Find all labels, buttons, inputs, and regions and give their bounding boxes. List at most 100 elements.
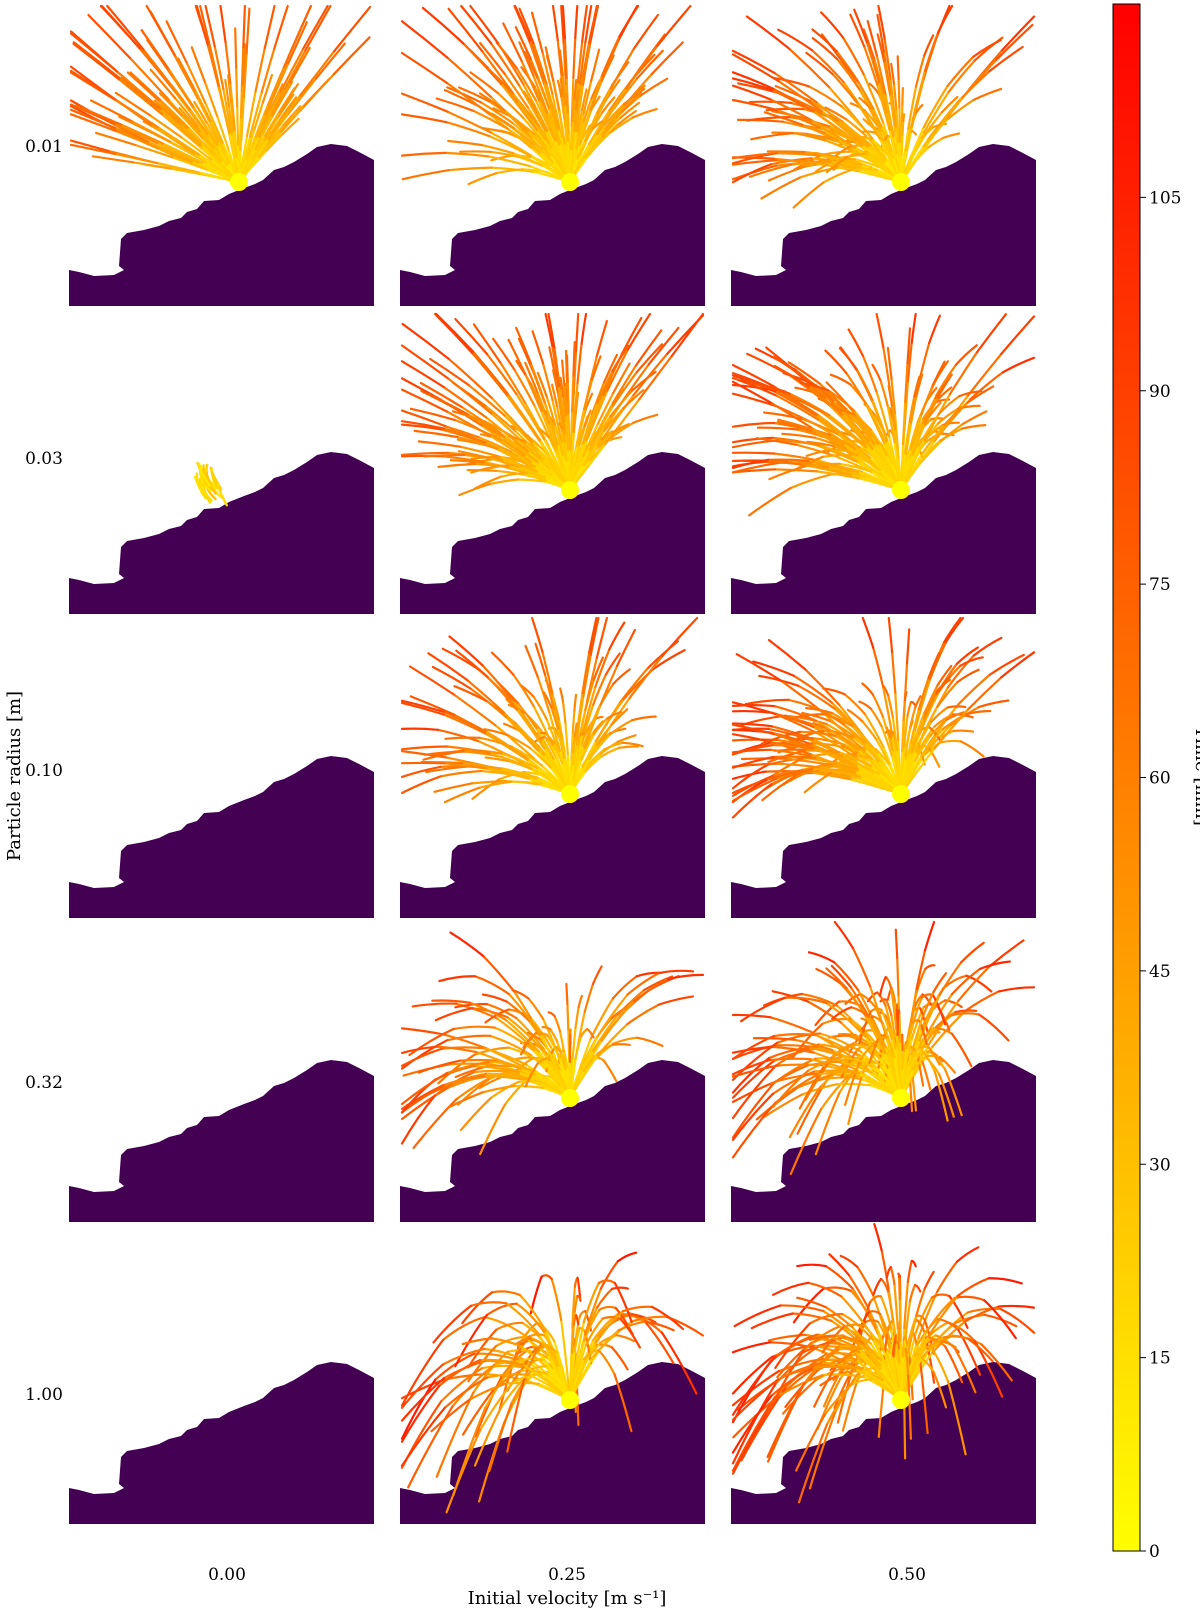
trajectory (955, 646, 979, 665)
trajectory (909, 395, 918, 424)
trajectory (811, 1365, 857, 1371)
trajectory (267, 94, 302, 141)
trajectory (580, 703, 595, 746)
trajectory (770, 768, 814, 786)
trajectory (652, 649, 686, 671)
trajectory (731, 701, 777, 716)
trajectory (612, 362, 631, 394)
trajectory (917, 1045, 931, 1049)
trajectory (833, 1334, 860, 1346)
trajectory (905, 741, 914, 761)
trajectory (217, 141, 230, 164)
trajectory (772, 1281, 810, 1296)
trajectory (891, 1338, 897, 1356)
trajectory (499, 361, 527, 404)
trajectory (947, 59, 976, 94)
trajectory (604, 398, 641, 446)
trajectory (896, 55, 900, 80)
trajectory (906, 1260, 913, 1283)
trajectory (580, 88, 588, 112)
trajectory (580, 733, 596, 761)
trajectory (289, 46, 311, 84)
trajectory (773, 364, 811, 389)
trajectory (400, 1027, 446, 1036)
trajectory (580, 312, 588, 345)
trajectory (977, 1013, 1010, 1042)
trajectory (961, 58, 998, 99)
trajectory (506, 734, 532, 750)
trajectory (431, 999, 472, 1004)
trajectory (574, 312, 580, 353)
trajectory (769, 401, 813, 429)
trajectory (794, 132, 826, 142)
trajectory (500, 83, 538, 132)
trajectory (581, 4, 588, 43)
trajectory (400, 745, 448, 751)
trajectory (432, 1304, 473, 1344)
trajectory (458, 86, 491, 103)
trajectory (541, 51, 554, 95)
trajectory (799, 381, 830, 392)
trajectory (827, 389, 856, 412)
trajectory (599, 664, 619, 707)
trajectory (632, 413, 659, 424)
trajectory (650, 41, 684, 76)
panel-r4-c1 (400, 1251, 705, 1524)
trajectory (531, 330, 544, 365)
trajectory (400, 451, 449, 456)
trajectory (570, 76, 575, 127)
trajectory (731, 164, 778, 181)
trajectory (966, 676, 1003, 711)
trajectory (862, 28, 876, 60)
trajectory (853, 735, 880, 763)
trajectory (876, 33, 886, 63)
trajectory (488, 751, 532, 770)
trajectory (863, 740, 885, 767)
terrain (400, 452, 705, 614)
trajectory (171, 156, 208, 171)
trajectory (273, 4, 289, 50)
trajectory (459, 1096, 492, 1131)
trajectory (564, 104, 569, 142)
trajectory (264, 90, 277, 116)
trajectory (861, 720, 878, 741)
trajectory (748, 163, 793, 178)
trajectory (806, 440, 835, 447)
trajectory (966, 1337, 994, 1363)
trajectory (90, 99, 133, 123)
trajectory (828, 414, 868, 449)
trajectory (731, 1341, 772, 1354)
trajectory (842, 1323, 866, 1328)
trajectory (901, 120, 905, 136)
panel-r4-c0 (69, 1362, 374, 1524)
trajectory (253, 114, 274, 151)
trajectory (927, 746, 941, 768)
trajectory (400, 113, 448, 124)
trajectory (625, 44, 659, 90)
trajectory (198, 462, 211, 487)
trajectory (898, 1011, 902, 1044)
trajectory (891, 715, 899, 751)
trajectory (956, 1246, 980, 1263)
trajectory (871, 1293, 889, 1341)
trajectory (942, 132, 961, 139)
trajectory (767, 639, 807, 671)
trajectory (606, 348, 630, 392)
panel-r1-c0 (69, 452, 374, 614)
trajectory (417, 1059, 462, 1074)
trajectory (807, 1281, 843, 1298)
trajectory (510, 745, 543, 767)
trajectory (938, 739, 962, 744)
trajectory (503, 73, 530, 109)
trajectory (204, 4, 216, 48)
trajectory (920, 1357, 935, 1373)
trajectory (626, 1003, 661, 1026)
trajectory (894, 691, 900, 742)
trajectory (972, 87, 1003, 101)
trajectory (859, 1042, 876, 1061)
trajectory (731, 1101, 777, 1159)
trajectory (245, 90, 257, 138)
trajectory (512, 127, 535, 146)
panel-r0-c2 (731, 4, 1036, 306)
trajectory (518, 1321, 539, 1347)
